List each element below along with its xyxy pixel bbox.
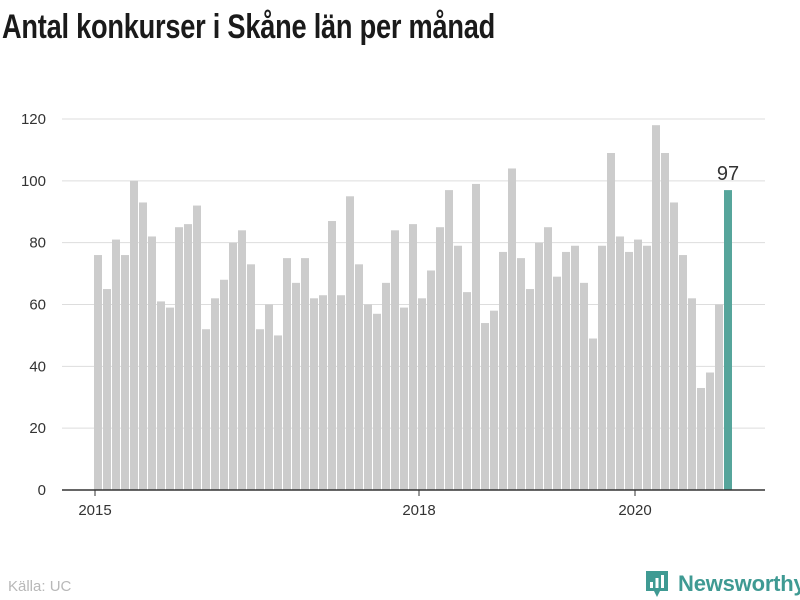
bar: [328, 221, 336, 490]
brand: Newsworthy: [644, 568, 800, 600]
bar: [625, 251, 633, 490]
bar: [400, 307, 408, 490]
bar: [634, 239, 642, 490]
bar: [679, 255, 687, 490]
bar: [373, 313, 381, 490]
bar: [337, 295, 345, 490]
bar: [283, 258, 291, 490]
brand-name: Newsworthy: [678, 571, 800, 596]
bar: [391, 230, 399, 491]
bar: [364, 304, 372, 490]
bar: [562, 251, 570, 490]
bar: [571, 245, 579, 490]
bar: [256, 329, 264, 490]
bar: [220, 279, 228, 490]
bar: [292, 282, 300, 490]
bar: [355, 264, 363, 490]
bar: [544, 227, 552, 491]
bar: [193, 205, 201, 491]
bar: [661, 153, 669, 490]
bar: [706, 372, 714, 490]
y-tick-label: 60: [29, 297, 46, 314]
bar: [715, 304, 723, 490]
highlight-bar: [724, 190, 732, 490]
bar: [670, 202, 678, 490]
bar: [247, 264, 255, 490]
bar: [229, 242, 237, 490]
x-tick-label: 2020: [618, 502, 651, 519]
bar: [112, 239, 120, 490]
bar: [526, 289, 534, 490]
bar: [535, 242, 543, 490]
bar: [265, 304, 273, 490]
y-tick-label: 20: [29, 420, 46, 437]
bar: [445, 190, 453, 490]
bar: [121, 255, 129, 490]
bar: [436, 227, 444, 491]
bar: [517, 258, 525, 490]
bar: [166, 307, 174, 490]
y-tick-label: 120: [21, 111, 46, 128]
chart-title: Antal konkurser i Skåne län per månad: [2, 8, 495, 46]
bar: [139, 202, 147, 490]
bar: [382, 282, 390, 490]
bar: [472, 183, 480, 491]
bar: [157, 301, 165, 490]
bar: [148, 236, 156, 490]
bar: [202, 329, 210, 490]
bar: [499, 251, 507, 490]
bar: [508, 168, 516, 490]
bar: [175, 227, 183, 491]
bar: [409, 224, 417, 490]
bar: [211, 298, 219, 490]
bar: [427, 270, 435, 490]
bar: [580, 282, 588, 490]
bar: [103, 289, 111, 490]
bar: [616, 236, 624, 490]
y-tick-label: 80: [29, 235, 46, 252]
bar: [688, 298, 696, 490]
bar: [607, 153, 615, 490]
y-tick-label: 100: [21, 173, 46, 190]
bar: [463, 292, 471, 490]
y-tick-label: 0: [38, 482, 46, 499]
bar: [94, 255, 102, 490]
bar: [301, 258, 309, 490]
bar: [310, 298, 318, 490]
bar: [589, 338, 597, 490]
bar: [553, 276, 561, 490]
bar: [454, 245, 462, 490]
newsworthy-logo-icon: [646, 571, 668, 597]
bar: [238, 230, 246, 491]
bar: [643, 245, 651, 490]
highlight-value-label: 97: [717, 163, 739, 185]
bar: [346, 196, 354, 490]
bar: [184, 224, 192, 490]
bar: [481, 323, 489, 490]
bar: [274, 335, 282, 490]
y-tick-label: 40: [29, 358, 46, 375]
bar: [652, 125, 660, 490]
bar: [697, 387, 705, 490]
source-label: Källa: UC: [8, 578, 72, 595]
bar: [319, 295, 327, 490]
bar: [490, 310, 498, 490]
bar: [418, 298, 426, 490]
x-tick-label: 2015: [78, 502, 111, 519]
x-tick-label: 2018: [402, 502, 435, 519]
bar: [130, 180, 138, 491]
bar: [598, 245, 606, 490]
